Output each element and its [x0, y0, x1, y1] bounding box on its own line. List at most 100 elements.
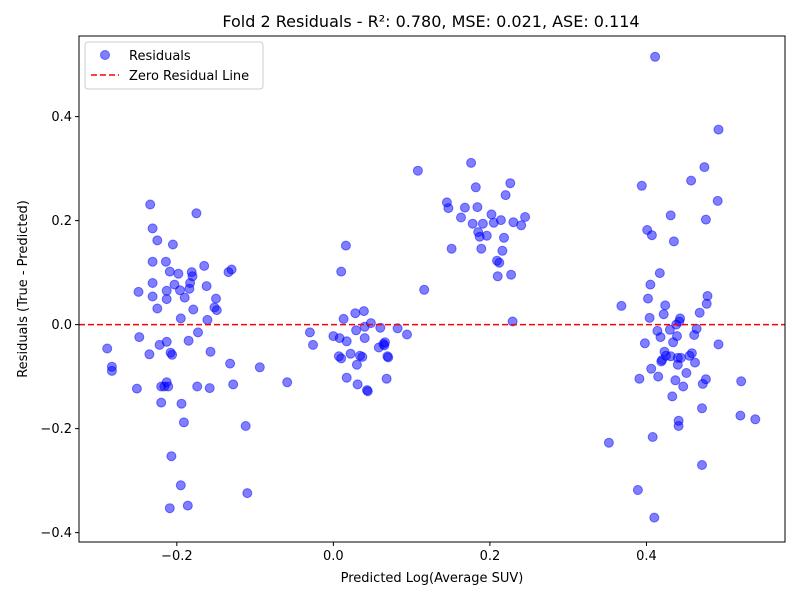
residual-point [192, 381, 203, 392]
residual-point [173, 268, 184, 279]
x-tick-label: 0.0 [323, 549, 344, 564]
residual-point [702, 291, 713, 301]
residual-point [697, 403, 707, 414]
residual-point [466, 157, 477, 168]
residual-point [156, 397, 167, 408]
residual-point [712, 195, 723, 206]
residual-point [352, 379, 363, 390]
residual-point [167, 349, 178, 360]
residual-point [202, 314, 213, 325]
residual-point [191, 208, 202, 219]
residual-point [665, 210, 676, 221]
residual-point [183, 335, 194, 346]
residual-point [691, 323, 702, 334]
residual-point [649, 512, 660, 523]
residual-point [655, 332, 666, 343]
residual-point [481, 230, 492, 241]
residual-point [690, 357, 700, 368]
y-tick-label: −0.2 [40, 422, 72, 437]
residual-point [359, 333, 370, 344]
residual-point [282, 377, 293, 388]
residual-point [175, 313, 186, 324]
residual-point [506, 269, 517, 280]
residual-point [681, 368, 692, 378]
chart-title: Fold 2 Residuals - R²: 0.780, MSE: 0.021… [222, 12, 639, 31]
legend: Residuals Zero Residual Line [84, 41, 264, 90]
residual-point [211, 293, 221, 304]
residual-point [443, 203, 454, 214]
residual-point [636, 180, 647, 191]
residual-point [699, 162, 710, 173]
residual-point [362, 386, 373, 397]
residual-point [686, 175, 697, 186]
residual-point [351, 325, 362, 336]
residual-point [144, 349, 155, 360]
residual-point [668, 236, 679, 247]
residual-point [365, 318, 376, 329]
y-axis-ticks: −0.4 −0.2 0.0 0.2 0.4 [40, 110, 79, 541]
residual-point [131, 383, 142, 394]
residual-point [494, 257, 505, 268]
residual-point [152, 235, 163, 246]
residual-point [204, 383, 215, 394]
residual-point [225, 358, 236, 369]
residual-point [340, 240, 351, 251]
residual-point [750, 414, 761, 425]
residual-point [634, 373, 645, 384]
residual-point [643, 293, 653, 304]
residual-point [675, 313, 686, 324]
residual-point [486, 209, 497, 220]
residual-point [338, 313, 349, 324]
residual-point [616, 300, 627, 311]
residual-point [358, 306, 369, 317]
residual-point [201, 281, 212, 292]
residual-point [644, 312, 655, 323]
residual-point [161, 336, 172, 347]
residual-point [632, 485, 643, 495]
residual-point [228, 379, 239, 390]
residual-point [147, 223, 158, 234]
residual-point [375, 322, 386, 333]
residual-point [336, 266, 347, 277]
residual-point [736, 376, 747, 387]
residual-point [667, 391, 678, 402]
x-tick-label: 0.2 [480, 549, 501, 564]
residual-point [383, 352, 394, 363]
residual-point [476, 243, 487, 254]
residual-point [211, 305, 222, 316]
residual-point [678, 381, 689, 392]
residual-point [226, 264, 237, 275]
data-points [102, 51, 761, 523]
residual-point [164, 266, 175, 277]
residual-point [176, 398, 187, 409]
residual-point [152, 303, 163, 314]
residual-point [507, 316, 518, 327]
residual-point [402, 329, 412, 340]
residual-point [459, 202, 470, 213]
residual-point [199, 260, 210, 271]
residual-point [167, 239, 178, 250]
residual-point [446, 243, 457, 254]
residual-point [500, 190, 511, 201]
residual-point [134, 332, 145, 343]
residual-point [675, 352, 686, 363]
residual-point [161, 285, 172, 296]
residual-point [351, 359, 362, 370]
x-axis-ticks: −0.2 0.0 0.2 0.4 [161, 542, 657, 564]
residual-point [336, 353, 347, 364]
legend-label-zero-line: Zero Residual Line [129, 69, 249, 84]
y-tick-label: −0.4 [40, 526, 72, 541]
y-axis-label: Residuals (True - Predicted) [16, 200, 31, 378]
residual-point [350, 308, 361, 319]
residual-point [456, 212, 466, 223]
residual-point [164, 503, 175, 514]
residual-point [499, 232, 509, 243]
residual-point [477, 218, 488, 229]
residual-point [412, 165, 423, 176]
residual-point [345, 348, 356, 359]
residual-point [304, 327, 315, 338]
residual-point [645, 279, 656, 290]
x-tick-label: 0.4 [636, 549, 657, 564]
